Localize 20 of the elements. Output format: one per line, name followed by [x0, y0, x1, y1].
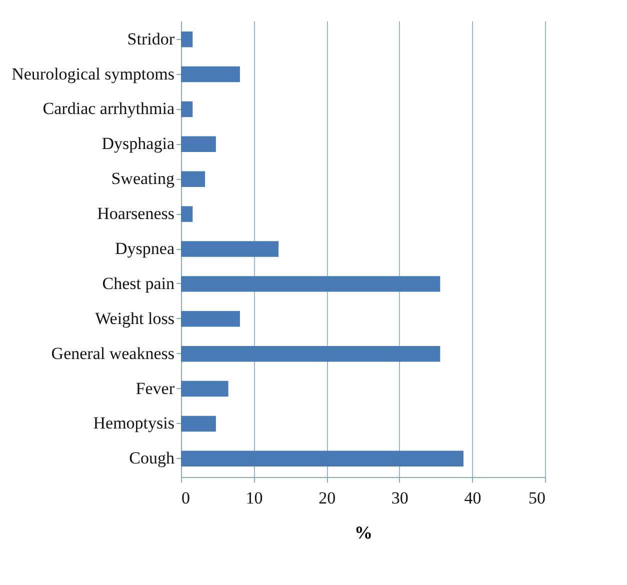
x-tick-label: 40	[464, 488, 482, 508]
y-tick-label: Dyspnea	[115, 239, 175, 258]
y-tick-label: Hemoptysis	[93, 414, 174, 433]
y-tick-label: Weight loss	[95, 308, 174, 328]
x-tick-label: 30	[391, 488, 408, 508]
x-tick-label: 50	[528, 488, 546, 508]
x-tick-label: 0	[182, 488, 190, 508]
y-tick-label: General weakness	[51, 344, 174, 363]
y-tick-label: Cardiac arrhythmia	[42, 99, 175, 118]
y-tick-label: Stridor	[127, 29, 175, 48]
x-tick-label: 20	[318, 488, 336, 508]
y-tick-label: Sweating	[111, 169, 175, 188]
y-tick-label: Dysphagia	[102, 134, 175, 154]
x-axis-title: %	[354, 522, 372, 542]
y-tick-label: Neurological symptoms	[12, 64, 174, 84]
x-tick-label: 10	[246, 488, 263, 508]
y-tick-label: Hoarseness	[97, 204, 174, 224]
y-tick-label: Cough	[129, 448, 175, 468]
y-tick-label: Chest pain	[102, 274, 175, 293]
y-tick-label: Fever	[136, 378, 175, 398]
